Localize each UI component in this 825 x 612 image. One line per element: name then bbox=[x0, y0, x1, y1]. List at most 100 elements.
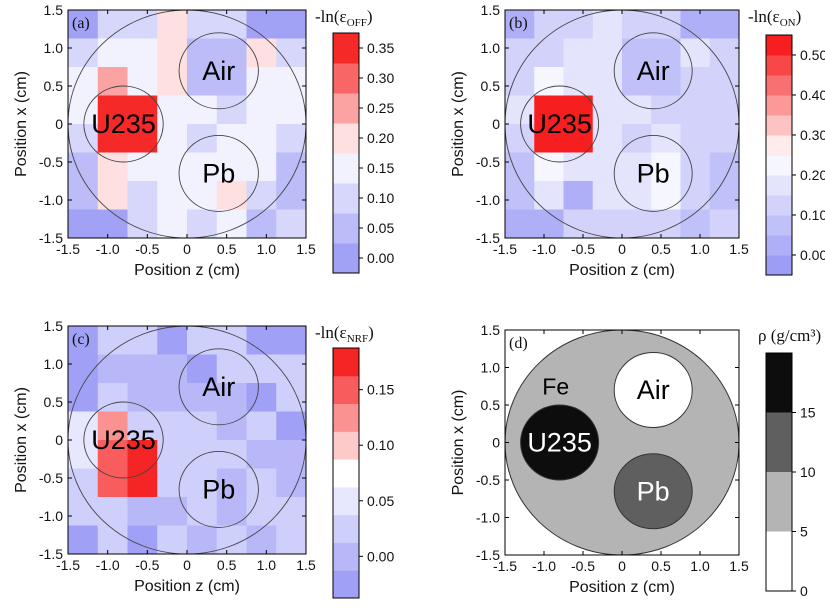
heatmap-cell bbox=[593, 181, 623, 210]
heatmap-cell bbox=[98, 497, 128, 526]
panel-d: AirU235PbFe(d)-1.5 -1.0 -0.5 0 0.5 1.0 1.5-1.5… bbox=[450, 322, 821, 599]
colorbar-band bbox=[766, 155, 792, 176]
colorbar-band bbox=[766, 35, 792, 56]
y-tick-label: 1.0 bbox=[481, 360, 501, 376]
heatmap-cell bbox=[247, 124, 277, 153]
colorbar-tick-label: 0.00 bbox=[367, 548, 394, 564]
colorbar-title: -ln(εON) bbox=[748, 7, 801, 29]
region-label-u235: U235 bbox=[91, 425, 156, 455]
region-label-pb: Pb bbox=[637, 158, 670, 188]
material-label-fe: Fe bbox=[542, 373, 569, 399]
plot-area: Air U235 Pb bbox=[68, 10, 307, 239]
colorbar: 0.000.050.100.15-ln(εNRF) bbox=[315, 323, 394, 599]
y-tick-label: 1.5 bbox=[481, 2, 501, 18]
heatmap-cell bbox=[68, 526, 98, 555]
colorbar-band bbox=[333, 33, 359, 64]
heatmap-cell bbox=[681, 96, 711, 125]
heatmap-cell bbox=[593, 96, 623, 125]
heatmap-cell bbox=[622, 96, 652, 125]
heatmap-cell bbox=[276, 469, 306, 498]
heatmap-cell bbox=[276, 10, 306, 39]
colorbar-band bbox=[766, 95, 792, 116]
colorbar-tick-label: 0.35 bbox=[367, 40, 394, 56]
colorbar-band bbox=[333, 376, 359, 404]
heatmap-cell bbox=[217, 124, 247, 153]
panel-c: Air U235 Pb (c) -1.5 -1.0 -0.5 0 0.5 1.0 1.5 -1.5 -1… bbox=[13, 318, 394, 599]
y-tick-label: 0.5 bbox=[44, 78, 64, 94]
heatmap-cell bbox=[187, 210, 217, 239]
heatmap-cell bbox=[681, 210, 711, 239]
colorbar-tick-label: 0.05 bbox=[367, 493, 394, 509]
colorbar-tick-label: 0.05 bbox=[367, 220, 394, 236]
colorbar-tick-label: 0.40 bbox=[800, 87, 825, 103]
heatmap-cell bbox=[247, 153, 277, 182]
colorbar-band bbox=[766, 115, 792, 136]
y-axis-label: Position x (cm) bbox=[13, 71, 30, 177]
y-tick-label: -1.0 bbox=[476, 510, 500, 526]
x-tick-label: -0.5 bbox=[135, 557, 159, 573]
y-tick-label: 0.5 bbox=[481, 397, 501, 413]
heatmap-cell bbox=[710, 210, 740, 239]
x-tick-label: 1.0 bbox=[257, 241, 277, 257]
heatmap-cell bbox=[534, 153, 564, 182]
y-tick-label: -1.5 bbox=[476, 547, 500, 563]
heatmap-cell bbox=[128, 497, 158, 526]
heatmap-cell bbox=[593, 10, 623, 39]
y-axis-label: Position x (cm) bbox=[13, 387, 30, 493]
heatmap-cell bbox=[68, 210, 98, 239]
heatmap-cell bbox=[128, 67, 158, 96]
y-tick-label: 0.5 bbox=[44, 394, 64, 410]
colorbar-tick-label: 0.00 bbox=[800, 247, 825, 263]
heatmap-cell bbox=[276, 153, 306, 182]
y-tick-label: 0 bbox=[492, 435, 500, 451]
x-tick-label: 0.5 bbox=[217, 241, 237, 257]
y-tick-label: 1.5 bbox=[481, 322, 501, 338]
region-label-pb: Pb bbox=[202, 158, 235, 188]
colorbar-band bbox=[333, 431, 359, 459]
colorbar-tick-label: 0.10 bbox=[367, 190, 394, 206]
heatmap-cell bbox=[276, 326, 306, 355]
heatmap-cell bbox=[710, 181, 740, 210]
colorbar-tick-label: 0.20 bbox=[800, 167, 825, 183]
heatmap-cell bbox=[247, 96, 277, 125]
x-tick-label: 0.5 bbox=[651, 558, 671, 574]
colorbar-band bbox=[766, 75, 792, 96]
heatmap-cell bbox=[276, 181, 306, 210]
heatmap-cell bbox=[98, 469, 128, 498]
y-tick-label: -1.5 bbox=[39, 230, 63, 246]
panel-a: AirU235Pb(a)-1.5 -1.0 -0.5 0 0.5 1.0 1.5-1.5-1… bbox=[13, 2, 394, 279]
heatmap-cell bbox=[157, 526, 187, 555]
x-tick-label: 1.5 bbox=[296, 557, 316, 573]
heatmap-cell bbox=[157, 383, 187, 412]
x-tick-label: -1.0 bbox=[96, 557, 120, 573]
colorbar-band bbox=[333, 183, 359, 214]
region-label-air: Air bbox=[637, 56, 670, 86]
heatmap-cell bbox=[247, 469, 277, 498]
x-tick-label: -0.5 bbox=[571, 558, 595, 574]
colorbar-band bbox=[333, 570, 359, 598]
heatmap-cell bbox=[128, 383, 158, 412]
panel-label: (c) bbox=[72, 331, 90, 348]
heatmap-cell bbox=[68, 469, 98, 498]
heatmap-cell bbox=[128, 355, 158, 384]
x-axis-label: Position z (cm) bbox=[569, 262, 675, 279]
heatmap-cell bbox=[276, 383, 306, 412]
heatmap-cell bbox=[247, 67, 277, 96]
colorbar-tick-label: 5 bbox=[800, 524, 808, 540]
y-tick-label: -0.5 bbox=[39, 154, 63, 170]
colorbar-tick-label: 0.30 bbox=[367, 70, 394, 86]
heatmap-cell bbox=[217, 210, 247, 239]
heatmap-cell bbox=[157, 67, 187, 96]
panel-label: (b) bbox=[509, 15, 528, 32]
x-axis-label: Position z (cm) bbox=[134, 578, 240, 595]
colorbar-tick-label: 0.10 bbox=[367, 437, 394, 453]
plot-area: AirU235PbFe bbox=[505, 330, 739, 555]
heatmap-cell bbox=[98, 181, 128, 210]
y-tick-label: -1.0 bbox=[39, 192, 63, 208]
colorbar-tick-label: 0.15 bbox=[367, 160, 394, 176]
heatmap-cell bbox=[681, 39, 711, 68]
heatmap-cell bbox=[564, 39, 594, 68]
colorbar-band bbox=[766, 135, 792, 156]
heatmap-cell bbox=[247, 355, 277, 384]
material-label-pb: Pb bbox=[637, 476, 670, 506]
